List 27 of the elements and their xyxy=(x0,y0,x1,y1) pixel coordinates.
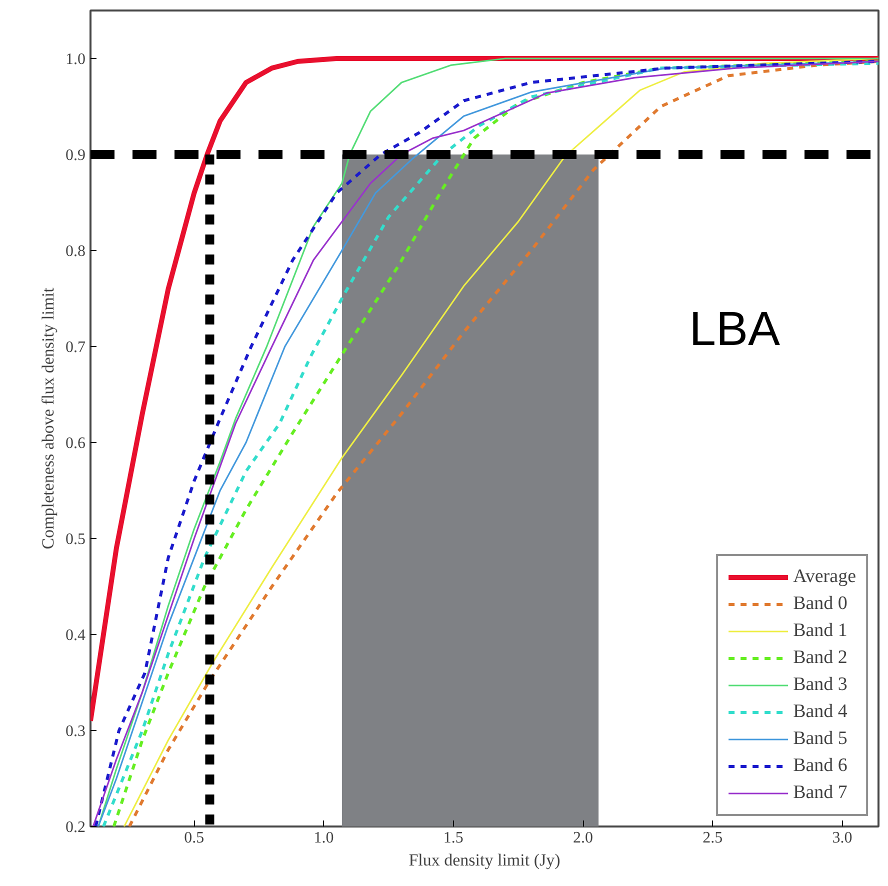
legend-label: Band 0 xyxy=(793,593,848,615)
y-axis-title: Completeness above flux density limit xyxy=(38,287,58,550)
legend-label: Band 5 xyxy=(793,728,848,750)
x-tick-label: 2.0 xyxy=(573,830,593,846)
x-tick-label: 1.5 xyxy=(443,830,464,846)
y-tick-label: 0.6 xyxy=(66,435,86,452)
y-tick-label: 0.8 xyxy=(66,243,86,260)
legend-label: Band 6 xyxy=(793,755,848,777)
legend-label: Band 4 xyxy=(793,701,848,723)
legend-label: Band 7 xyxy=(793,782,848,804)
legend-label: Average xyxy=(793,566,856,588)
y-tick-label: 1.0 xyxy=(66,51,86,68)
legend-label: Band 2 xyxy=(793,647,848,669)
legend-label: Band 1 xyxy=(793,620,848,642)
y-tick-label: 0.9 xyxy=(66,147,86,164)
y-tick-label: 0.3 xyxy=(66,723,86,740)
annotation: LBA xyxy=(689,303,780,356)
x-tick-label: 2.5 xyxy=(702,830,723,846)
y-tick-label: 0.4 xyxy=(66,627,86,644)
x-axis-title: Flux density limit (Jy) xyxy=(408,850,560,870)
x-tick-label: 0.5 xyxy=(184,830,204,846)
y-tick-label: 0.5 xyxy=(66,531,86,548)
x-tick-label: 3.0 xyxy=(832,830,852,846)
y-tick-label: 0.2 xyxy=(66,819,86,836)
legend-label: Band 3 xyxy=(793,674,848,696)
x-tick-label: 1.0 xyxy=(314,830,334,846)
y-tick-label: 0.7 xyxy=(66,339,86,356)
